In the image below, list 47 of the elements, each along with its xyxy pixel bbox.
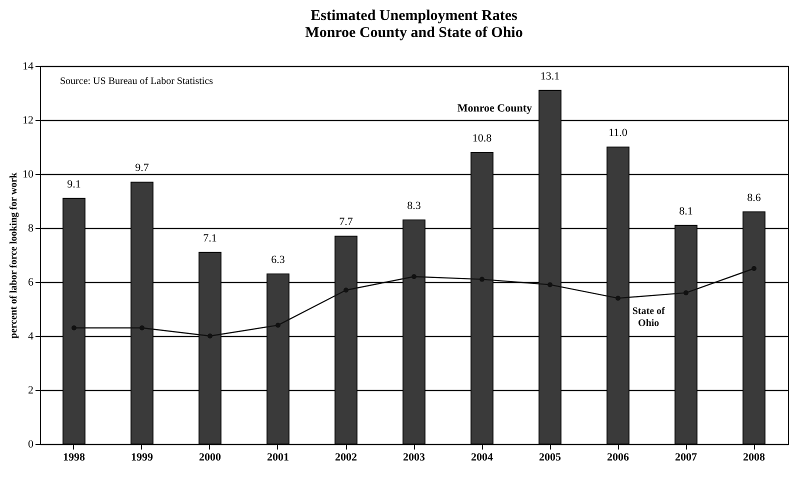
annotation: Source: US Bureau of Labor Statistics [60, 76, 214, 87]
data-label: 6.3 [271, 254, 286, 266]
x-tick-label: 2007 [675, 452, 698, 464]
x-tick-label: 2003 [403, 452, 426, 464]
point [140, 325, 144, 330]
point [616, 296, 620, 301]
data-label: 8.3 [407, 200, 422, 212]
series-label: State of Ohio [632, 306, 666, 330]
x-tick-label: 1998 [63, 452, 86, 464]
chart-subtitle: Monroe County and State of Ohio [305, 25, 523, 41]
data-label: 8.1 [679, 205, 693, 218]
x-tick-label: 1999 [131, 452, 154, 464]
data-label: 10.8 [472, 132, 492, 144]
y-tick-label: 12 [22, 114, 34, 126]
y-tick-label: 2 [28, 384, 34, 396]
x-tick-label: 2002 [335, 452, 358, 464]
x-tick-label: 2005 [539, 452, 562, 464]
x-tick-label: 2006 [607, 452, 630, 464]
x-tick-label: 2004 [471, 452, 494, 464]
x-tick-label: 2001 [267, 452, 289, 464]
point [412, 274, 416, 280]
data-label: 7.1 [203, 232, 217, 244]
point [344, 288, 348, 293]
data-label: 7.7 [339, 216, 354, 228]
x-tick-label: 2008 [743, 452, 766, 464]
data-label: 13.1 [540, 70, 560, 82]
y-tick-label: 6 [28, 276, 34, 288]
y-tick-label: 10 [22, 168, 34, 180]
point [684, 290, 688, 296]
y-tick-label: 0 [28, 438, 34, 450]
point [72, 325, 76, 330]
series-label: Monroe County [457, 102, 532, 114]
point [752, 266, 756, 271]
y-tick-label: 14 [22, 60, 34, 72]
data-label: 9.7 [135, 162, 150, 174]
point [276, 322, 280, 328]
data-label: 11.0 [608, 127, 628, 139]
x-tick-label: 2000 [199, 452, 222, 464]
data-label: 8.6 [747, 192, 762, 204]
y-tick-label: 8 [28, 222, 34, 234]
data-label: 9.1 [67, 178, 81, 190]
point [548, 282, 552, 288]
point [208, 334, 212, 338]
point [480, 276, 484, 282]
y-tick-label: 4 [28, 330, 34, 342]
y-axis-title: percent of labor force looking for work [8, 172, 20, 338]
chart-title: Estimated Unemployment Rates [310, 8, 518, 24]
